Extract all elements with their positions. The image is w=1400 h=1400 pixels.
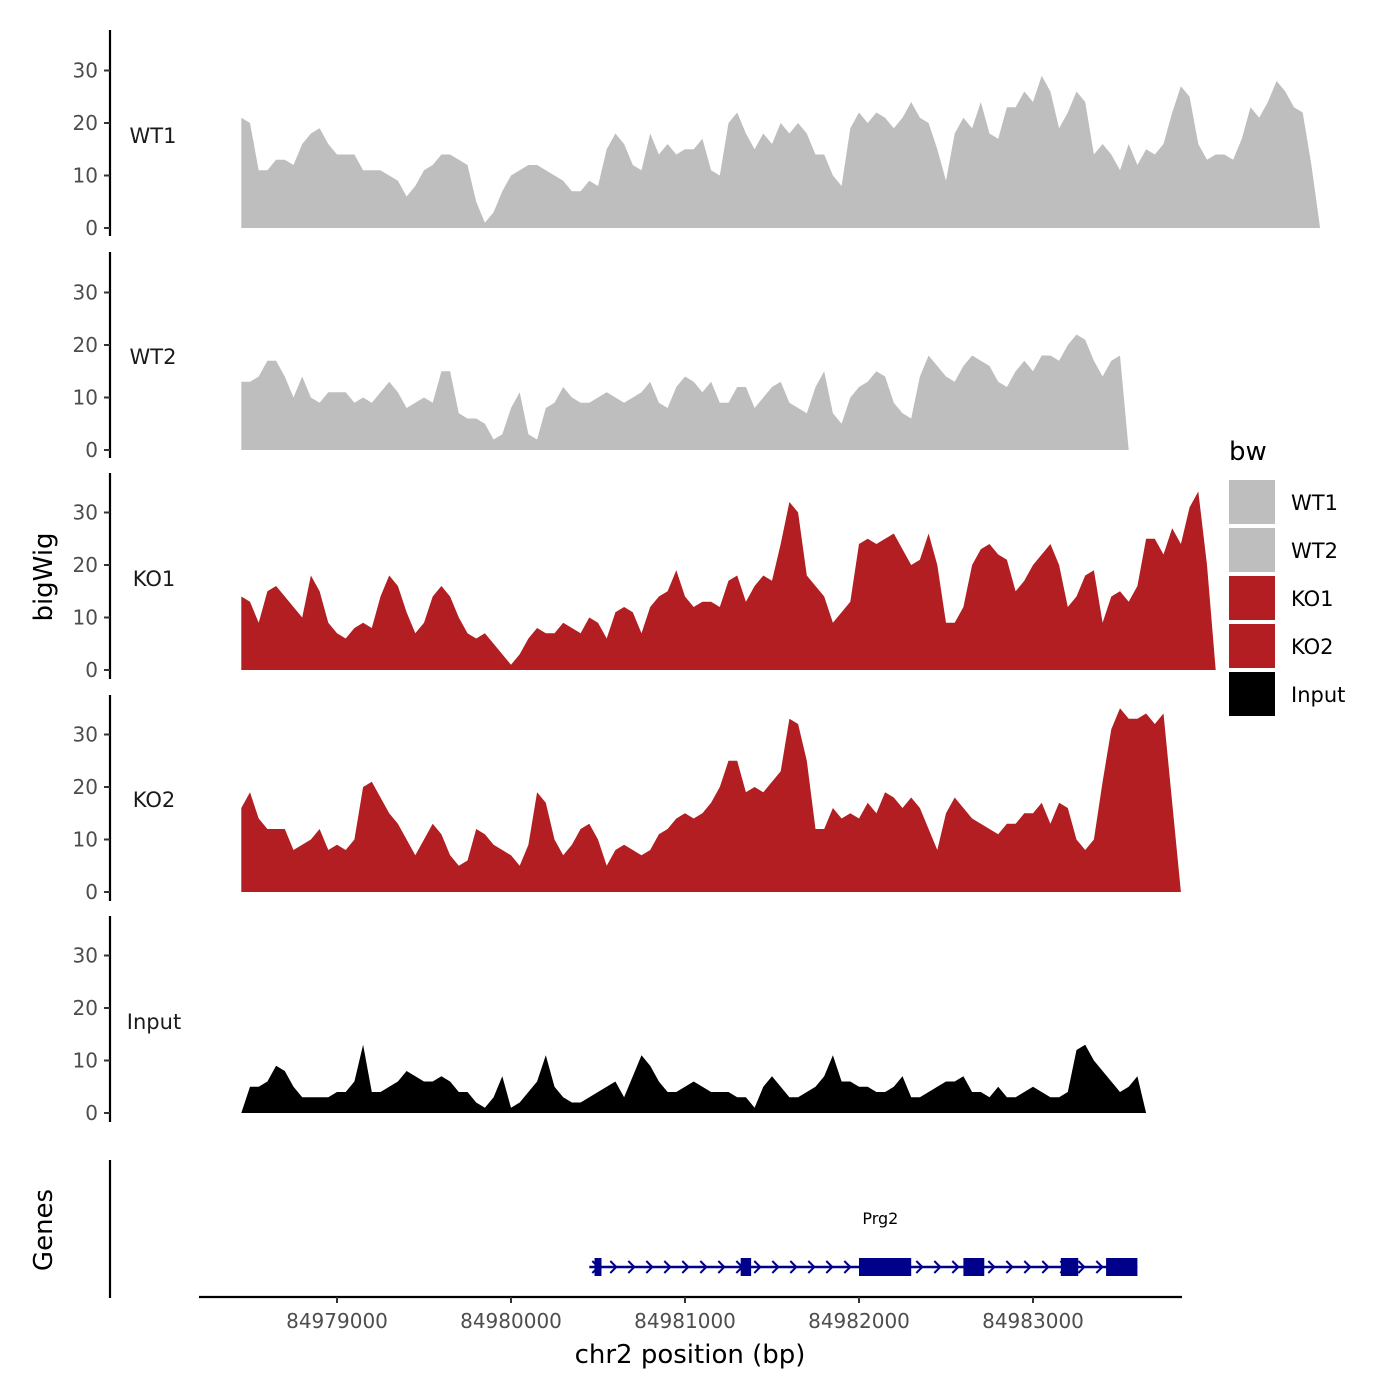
y-tick-label: 0 xyxy=(85,880,98,904)
y-tick-label: 0 xyxy=(85,1101,98,1125)
area-input xyxy=(241,1044,1147,1113)
y-axis-title: bigWig xyxy=(29,532,59,621)
strand-arrow xyxy=(699,1260,708,1274)
gene-exon xyxy=(740,1258,752,1276)
gene-exon xyxy=(859,1258,912,1276)
gene-track: Prg2 xyxy=(108,1160,1138,1298)
legend-key-ko1 xyxy=(1229,576,1275,620)
strand-arrow xyxy=(1041,1260,1050,1274)
strand-arrow xyxy=(1077,1260,1086,1274)
track-input: 0 10 20 30 Input xyxy=(73,916,1147,1125)
legend-label: KO2 xyxy=(1291,635,1334,659)
y-tick-label: 0 xyxy=(85,216,98,240)
area-ko2 xyxy=(241,708,1181,892)
area-ko1 xyxy=(241,491,1216,670)
y-tick-label: 30 xyxy=(73,281,98,305)
y-tick-label: 10 xyxy=(73,828,98,852)
y-tick-label: 30 xyxy=(73,944,98,968)
x-tick-label: 84979000 xyxy=(286,1309,388,1333)
gene-exon xyxy=(963,1258,985,1276)
y-tick-label: 30 xyxy=(73,59,98,83)
x-tick-label: 84980000 xyxy=(460,1309,562,1333)
x-tick-label: 84981000 xyxy=(634,1309,736,1333)
y-tick-label: 30 xyxy=(73,501,98,525)
x-axis-title: chr2 position (bp) xyxy=(575,1340,806,1370)
legend-title: bw xyxy=(1229,437,1267,467)
gene-exon xyxy=(1060,1258,1079,1276)
y-tick-label: 10 xyxy=(73,606,98,630)
track-label: WT2 xyxy=(130,345,177,369)
strand-arrow xyxy=(951,1260,960,1274)
legend-label: KO1 xyxy=(1291,587,1334,611)
y-tick-label: 30 xyxy=(73,723,98,747)
area-wt1 xyxy=(241,75,1321,228)
x-axis: 84979000 84980000 84981000 84982000 84983000 xyxy=(199,1295,1182,1333)
strand-arrow xyxy=(987,1260,996,1274)
legend-key-wt2 xyxy=(1229,528,1275,572)
track-label: Input xyxy=(127,1010,181,1034)
strand-arrow xyxy=(825,1260,834,1274)
y-tick-label: 0 xyxy=(85,658,98,682)
legend-label: Input xyxy=(1291,683,1345,707)
track-wt1: 0 10 20 30 WT1 xyxy=(73,30,1321,240)
strand-arrow xyxy=(1023,1260,1032,1274)
strand-arrow xyxy=(789,1260,798,1274)
legend-key-wt1 xyxy=(1229,480,1275,524)
y-tick-label: 0 xyxy=(85,438,98,462)
strand-arrow xyxy=(681,1260,690,1274)
y-tick-label: 20 xyxy=(73,553,98,577)
strand-arrow xyxy=(753,1260,762,1274)
strand-arrow xyxy=(915,1260,924,1274)
strand-arrow xyxy=(627,1260,636,1274)
track-ko1: 0 10 20 30 KO1 xyxy=(73,473,1216,682)
area-wt2 xyxy=(241,334,1129,450)
gene-exon xyxy=(1106,1258,1138,1276)
x-tick-label: 84982000 xyxy=(808,1309,910,1333)
y-tick-label: 10 xyxy=(73,164,98,188)
gene-track-title: Genes xyxy=(29,1189,59,1271)
coverage-tracks: 0 10 20 30 WT1 0 10 20 30 WT2 0 10 20 30 KO1 0 10 20 30 KO2… xyxy=(73,30,1321,1125)
strand-arrow xyxy=(807,1260,816,1274)
y-tick-label: 10 xyxy=(73,1049,98,1073)
y-tick-label: 20 xyxy=(73,775,98,799)
y-tick-label: 10 xyxy=(73,386,98,410)
strand-arrow xyxy=(843,1260,852,1274)
legend-key-input xyxy=(1229,672,1275,716)
gene-exon xyxy=(594,1258,602,1276)
strand-arrow xyxy=(1005,1260,1014,1274)
strand-arrow xyxy=(645,1260,654,1274)
x-tick-label: 84983000 xyxy=(982,1309,1084,1333)
track-wt2: 0 10 20 30 WT2 xyxy=(73,252,1129,462)
strand-arrow xyxy=(771,1260,780,1274)
legend-label: WT1 xyxy=(1291,491,1338,515)
legend-label: WT2 xyxy=(1291,539,1338,563)
track-label: KO1 xyxy=(133,567,176,591)
strand-arrow xyxy=(609,1260,618,1274)
gene-name-label: Prg2 xyxy=(862,1209,898,1228)
track-ko2: 0 10 20 30 KO2 xyxy=(73,695,1181,904)
y-tick-label: 20 xyxy=(73,111,98,135)
strand-arrow xyxy=(663,1260,672,1274)
y-tick-label: 20 xyxy=(73,333,98,357)
legend: bw WT1 WT2 KO1 KO2 Input xyxy=(1229,437,1345,716)
legend-key-ko2 xyxy=(1229,624,1275,668)
y-tick-label: 20 xyxy=(73,996,98,1020)
strand-arrow xyxy=(1095,1260,1104,1274)
track-label: KO2 xyxy=(133,788,176,812)
strand-arrow xyxy=(933,1260,942,1274)
track-label: WT1 xyxy=(130,124,177,148)
strand-arrow xyxy=(717,1260,726,1274)
